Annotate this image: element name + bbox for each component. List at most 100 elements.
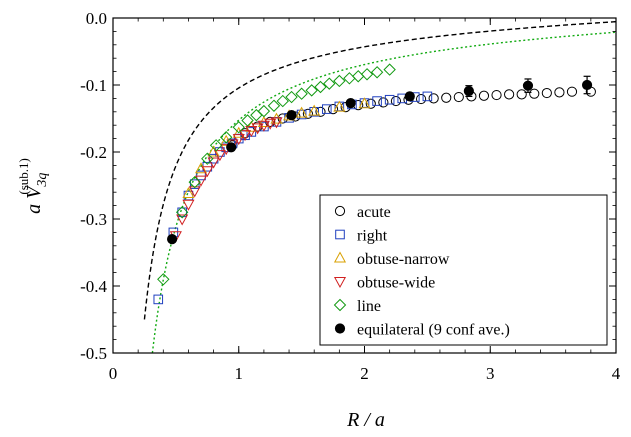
y-tick-label: -0.4	[80, 277, 107, 296]
legend-label: equilateral (9 conf ave.)	[357, 322, 510, 339]
data-point	[188, 175, 201, 189]
data-point	[365, 98, 376, 109]
data-point	[182, 199, 195, 211]
legend-label: obtuse-wide	[357, 275, 435, 292]
data-point	[257, 120, 270, 132]
data-point	[314, 80, 327, 94]
y-axis-title: a V3q (sub.1)	[16, 158, 50, 214]
data-point	[305, 84, 318, 97]
data-point	[463, 85, 474, 97]
data-point	[201, 166, 214, 178]
y-tick-label: -0.5	[80, 344, 107, 363]
data-point	[238, 130, 252, 142]
data-point	[422, 91, 433, 102]
data-point	[295, 106, 308, 118]
data-point	[554, 87, 565, 98]
x-tick-label: 4	[612, 364, 621, 383]
data-point	[352, 70, 365, 83]
y-axis-title-sub: 3q	[35, 173, 50, 188]
svg-text:a V3q(sub.1): a V3q (sub.1)	[16, 158, 50, 214]
data-point	[323, 77, 336, 90]
data-point	[315, 106, 326, 117]
y-tick-label: 0.0	[86, 9, 107, 28]
data-point	[188, 186, 201, 198]
data-point	[390, 95, 402, 107]
y-axis-title-main: a V	[23, 184, 45, 214]
legend: acute right obtuse-narrow obtuse-wide line eq…	[319, 194, 608, 346]
data-point	[241, 114, 254, 127]
legend-marker	[333, 298, 347, 312]
data-point	[581, 79, 593, 91]
data-point	[358, 97, 371, 109]
data-point	[360, 68, 374, 81]
legend-label: obtuse-narrow	[357, 251, 450, 268]
legend-label: acute	[357, 204, 391, 221]
data-point	[277, 113, 288, 124]
series-5	[167, 75, 593, 245]
data-point	[295, 87, 308, 100]
legend-item: right	[335, 228, 388, 245]
data-point	[491, 89, 502, 101]
data-point	[196, 170, 206, 181]
data-point	[219, 131, 233, 144]
legend-marker	[334, 323, 346, 334]
data-point	[207, 157, 220, 169]
data-point	[270, 112, 283, 124]
data-point	[232, 134, 245, 146]
data-point	[194, 162, 208, 174]
data-point	[333, 74, 346, 88]
data-point	[213, 150, 226, 162]
legend-marker	[333, 251, 347, 263]
data-point	[153, 294, 164, 305]
data-point	[270, 117, 283, 129]
series-4	[157, 63, 396, 286]
data-point	[504, 89, 515, 100]
data-point	[415, 93, 427, 105]
legend-marker	[333, 277, 347, 289]
x-tick-label: 3	[486, 364, 495, 383]
legend-label: line	[357, 298, 381, 315]
data-point	[383, 63, 396, 76]
data-point	[251, 123, 264, 135]
data-point	[257, 104, 271, 118]
data-point	[309, 107, 319, 117]
series-2	[182, 97, 371, 199]
data-point	[264, 118, 277, 130]
data-point	[308, 104, 321, 116]
y-tick-label: -0.1	[80, 76, 107, 95]
data-point	[321, 104, 332, 114]
legend-item: acute	[334, 204, 391, 221]
axis-ticks: 0 1 2 3 4 0.0 -0.1 -0.2 -0.3 -0.4 -0.5	[80, 9, 621, 383]
x-tick-label: 0	[109, 364, 118, 383]
fit-curves	[143, 20, 616, 353]
data-point	[201, 152, 214, 165]
data-point	[541, 87, 552, 99]
data-point	[428, 93, 439, 104]
legend-item: obtuse-wide	[333, 275, 435, 292]
data-point	[189, 179, 200, 189]
x-tick-label: 2	[360, 364, 369, 383]
data-point	[209, 139, 223, 152]
data-point	[167, 234, 178, 245]
legend-item: obtuse-narrow	[333, 251, 450, 268]
data-point	[529, 88, 540, 99]
legend-marker	[334, 205, 346, 217]
fit-curve-dotted	[151, 31, 616, 353]
fit-curve-dashed	[143, 20, 616, 320]
data-point	[441, 92, 452, 103]
y-tick-label: -0.3	[80, 210, 107, 229]
data-point	[302, 108, 314, 119]
data-point	[157, 273, 170, 286]
data-point	[182, 186, 195, 199]
data-point	[345, 97, 356, 109]
data-point	[232, 121, 245, 134]
data-point	[566, 86, 578, 97]
data-point	[226, 142, 237, 153]
data-point	[516, 89, 527, 100]
data-point	[453, 91, 464, 103]
y-axis-title-sup: (sub.1)	[16, 158, 31, 194]
legend-box	[319, 194, 608, 346]
legend-marker	[335, 229, 345, 240]
data-point	[333, 100, 346, 112]
